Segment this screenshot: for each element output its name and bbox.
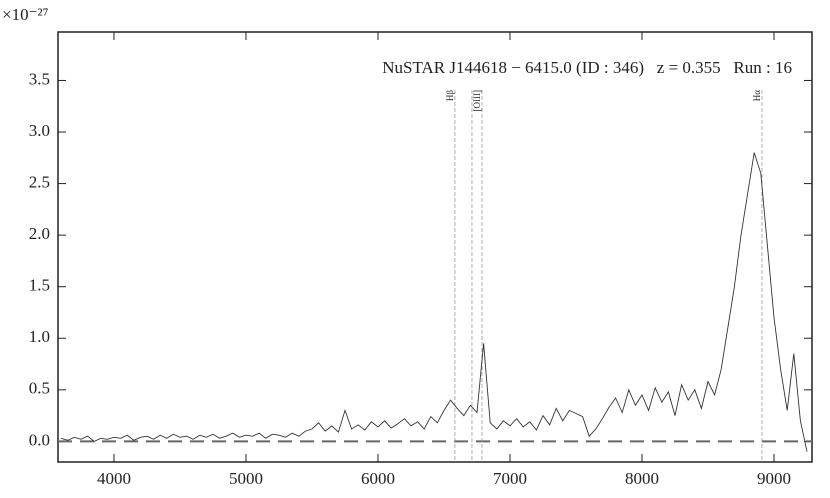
y-tick-label: 0.5: [29, 379, 50, 398]
y-tick-label: 3.5: [29, 69, 50, 88]
emission-label: Hα: [752, 90, 762, 101]
chart-title: NuSTAR J144618 − 6415.0 (ID : 346) z = 0…: [382, 58, 792, 77]
spectrum-line: [61, 152, 808, 452]
emission-label: Hβ: [445, 90, 455, 101]
y-tick-label: 1.5: [29, 276, 50, 295]
y-tick-label: 1.0: [29, 327, 50, 346]
emission-label: [OIII]: [472, 90, 482, 112]
x-tick-label: 9000: [757, 469, 791, 488]
plot-frame: [57, 31, 813, 463]
x-tick-label: 6000: [361, 469, 395, 488]
x-tick-label: 8000: [625, 469, 659, 488]
y-tick-label: 2.0: [29, 224, 50, 243]
x-tick-label: 4000: [97, 469, 131, 488]
y-tick-label: 2.5: [29, 172, 50, 191]
y-tick-label: 3.0: [29, 121, 50, 140]
x-tick-label: 7000: [493, 469, 527, 488]
y-tick-label: 0.0: [29, 430, 50, 449]
axis-multiplier: ×10⁻²⁷: [2, 5, 49, 24]
x-tick-label: 5000: [229, 469, 263, 488]
